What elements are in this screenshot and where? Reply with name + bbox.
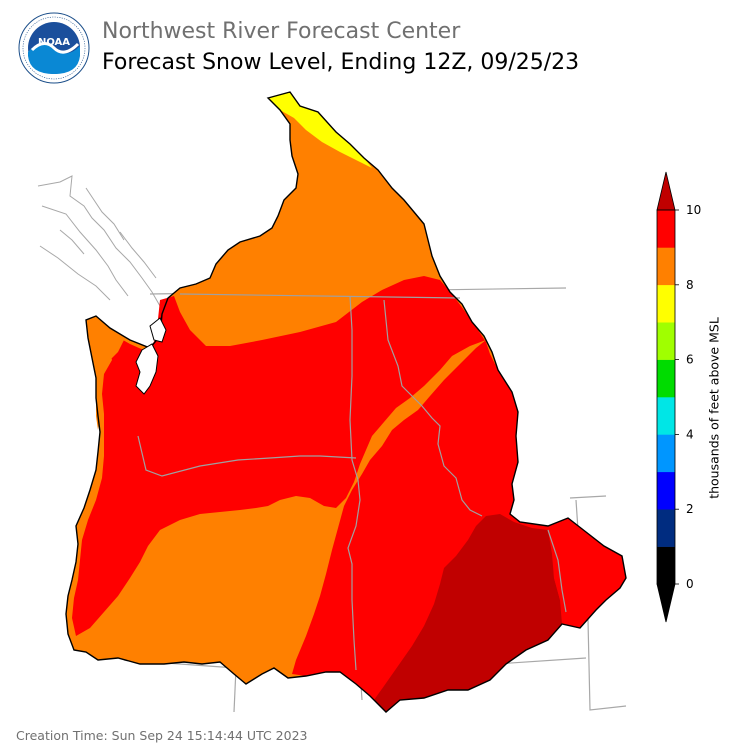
creation-time: Creation Time: Sun Sep 24 15:14:44 UTC 2… — [16, 728, 308, 743]
internal-state-lines — [137, 293, 567, 671]
colorbar-frame — [656, 209, 676, 585]
noaa-logo-text: NOAA — [38, 37, 70, 48]
colorbar-segments — [657, 210, 675, 585]
colorbar-segment — [657, 284, 675, 323]
colorbar-segment — [657, 359, 675, 398]
colorbar-segment — [657, 471, 675, 510]
colorbar-segment — [657, 322, 675, 360]
basin-orange-coast — [86, 316, 124, 430]
org-name: Northwest River Forecast Center — [102, 19, 461, 44]
colorbar-tick-label: 2 — [686, 502, 694, 516]
colorbar-tick-label: 0 — [686, 577, 694, 591]
colorbar-segment — [657, 210, 675, 248]
colorbar-under-arrow — [656, 583, 676, 623]
noaa-logo-icon: NOAA — [18, 12, 90, 84]
colorbar: 10 8 6 4 2 0 — [656, 171, 701, 623]
coastline-lines — [37, 175, 167, 323]
map-title: Forecast Snow Level, Ending 12Z, 09/25/2… — [102, 50, 580, 75]
colorbar-tick-label: 8 — [686, 278, 694, 292]
colorbar-title: thousands of feet above MSL — [706, 317, 722, 499]
basin-outline — [65, 91, 627, 713]
basin-yellow-region — [268, 92, 372, 168]
colorbar-segment — [657, 546, 675, 585]
colorbar-ticks: 10 8 6 4 2 0 — [675, 203, 701, 591]
colorbar-over-arrow — [656, 171, 676, 211]
colorbar-segment — [657, 434, 675, 473]
colorbar-segment — [657, 247, 675, 286]
puget-sound-water — [135, 317, 167, 395]
colorbar-segment — [657, 397, 675, 435]
basin-darkred-region — [374, 514, 562, 712]
basin-red-east-patch — [552, 518, 626, 628]
colorbar-tick-label: 10 — [686, 203, 701, 217]
colorbar-segment — [657, 509, 675, 547]
colorbar-tick-label: 4 — [686, 427, 694, 441]
colorbar-tick-label: 6 — [686, 353, 694, 367]
